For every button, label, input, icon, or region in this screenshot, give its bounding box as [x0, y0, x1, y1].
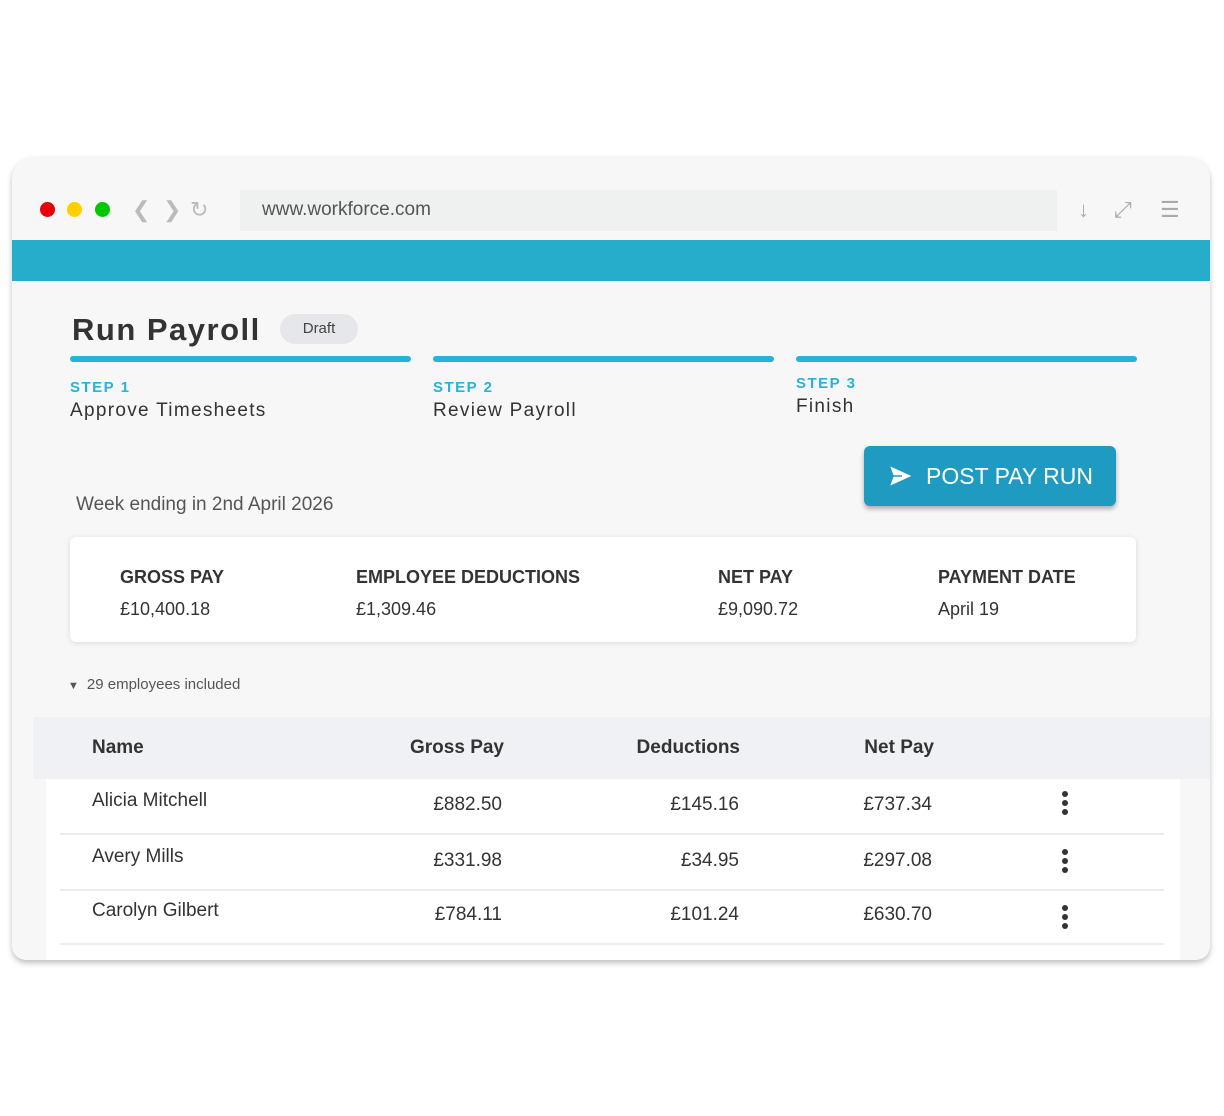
close-dot[interactable]: [40, 202, 55, 217]
header-gross-pay[interactable]: Gross Pay: [410, 737, 504, 758]
cell-gross-pay: £784.11: [434, 904, 502, 925]
minimize-dot[interactable]: [67, 202, 82, 217]
step-progress-bar: [796, 356, 1137, 362]
step-progress-bar: [70, 356, 411, 362]
menu-icon[interactable]: ☰: [1160, 197, 1180, 222]
cell-deductions: £145.16: [670, 794, 739, 815]
employees-toggle[interactable]: ▼ 29 employees included: [68, 676, 240, 693]
cell-deductions: £34.95: [680, 850, 739, 871]
reload-icon[interactable]: ↻: [190, 197, 209, 222]
more-options-icon[interactable]: [1062, 849, 1068, 876]
more-options-icon[interactable]: [1062, 905, 1068, 932]
step-label: Finish: [796, 396, 855, 417]
download-icon[interactable]: ↓: [1078, 197, 1089, 222]
address-bar[interactable]: www.workforce.com: [240, 190, 1057, 231]
table-header: Name Gross Pay Deductions Net Pay: [33, 717, 1210, 779]
cell-net-pay: £737.34: [863, 794, 932, 815]
step-label: Review Payroll: [433, 400, 577, 421]
summary-gross-pay: GROSS PAY £10,400.18: [120, 567, 225, 619]
table-row[interactable]: Alicia Mitchell £882.50 £145.16 £737.34: [60, 779, 1164, 835]
summary-payment-date: PAYMENT DATE April 19: [938, 567, 1076, 619]
step-progress-bar: [433, 356, 774, 362]
back-icon[interactable]: ❮: [132, 197, 151, 222]
cell-name: Alicia Mitchell: [92, 790, 208, 811]
summary-net-pay: NET PAY £9,090.72: [718, 567, 799, 619]
app-header-bar: [12, 240, 1210, 281]
expand-icon[interactable]: ⤢: [1114, 197, 1132, 222]
forward-icon[interactable]: ❯: [163, 197, 182, 222]
header-name[interactable]: Name: [92, 737, 144, 758]
step-label: Approve Timesheets: [70, 400, 267, 421]
cell-gross-pay: £882.50: [433, 794, 502, 815]
cell-name: Carolyn Gilbert: [92, 900, 219, 921]
step-3[interactable]: STEP 3 Finish: [796, 356, 1137, 418]
send-icon: [888, 464, 914, 488]
table-body: Alicia Mitchell £882.50 £145.16 £737.34 …: [46, 779, 1180, 960]
cell-name: Avery Mills: [92, 846, 184, 867]
button-label: POST PAY RUN: [926, 462, 1094, 489]
header-deductions[interactable]: Deductions: [636, 737, 740, 758]
step-number: STEP 1: [70, 379, 131, 396]
step-2[interactable]: STEP 2 Review Payroll: [433, 356, 774, 422]
status-badge: Draft: [280, 314, 358, 344]
table-row[interactable]: Avery Mills £331.98 £34.95 £297.08: [60, 835, 1164, 891]
more-options-icon[interactable]: [1062, 791, 1068, 818]
table-row[interactable]: Carolyn Gilbert £784.11 £101.24 £630.70: [60, 889, 1164, 945]
summary-card: GROSS PAY £10,400.18 EMPLOYEE DEDUCTIONS £…: [70, 537, 1136, 642]
page-title: Run Payroll: [72, 312, 261, 347]
cell-net-pay: £297.08: [863, 850, 932, 871]
maximize-dot[interactable]: [95, 202, 110, 217]
week-ending: Week ending in 2nd April 2026: [76, 494, 334, 515]
cell-gross-pay: £331.98: [433, 850, 502, 871]
step-number: STEP 3: [796, 375, 857, 392]
caret-down-icon: ▼: [68, 680, 79, 692]
cell-net-pay: £630.70: [863, 904, 932, 925]
employees-count: 29 employees included: [86, 676, 241, 693]
step-1[interactable]: STEP 1 Approve Timesheets: [70, 356, 411, 422]
header-net-pay[interactable]: Net Pay: [864, 737, 934, 758]
browser-window: ❮ ❯ ↻ www.workforce.com ↓ ⤢ ☰ Run Payrol…: [12, 157, 1210, 960]
post-pay-run-button[interactable]: POST PAY RUN: [864, 446, 1116, 506]
cell-deductions: £101.24: [670, 904, 739, 925]
summary-deductions: EMPLOYEE DEDUCTIONS £1,309.46: [356, 567, 581, 619]
step-number: STEP 2: [433, 379, 494, 396]
